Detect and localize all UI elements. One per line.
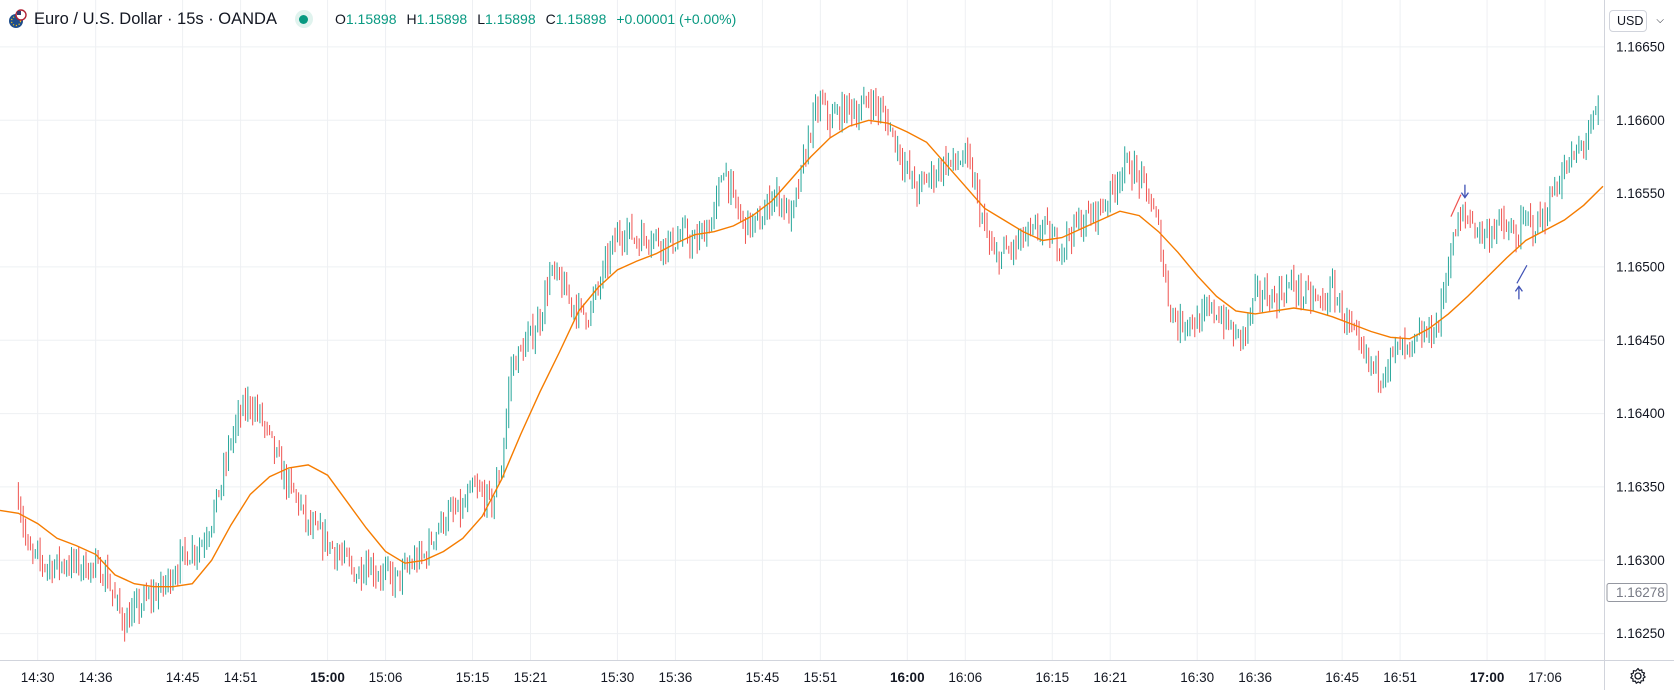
x-tick-label: 16:15 <box>1035 670 1069 685</box>
buy-arrow-head <box>1514 285 1523 292</box>
close-label: C <box>545 11 556 27</box>
x-tick-label: 14:36 <box>79 670 113 685</box>
high-label: H <box>406 11 417 27</box>
high-value: 1.15898 <box>416 11 468 27</box>
x-tick-label: 14:45 <box>166 670 200 685</box>
x-tick-label: 16:06 <box>948 670 982 685</box>
x-tick-label: 14:51 <box>224 670 258 685</box>
x-tick-label: 14:30 <box>21 670 55 685</box>
x-tick-label: 16:30 <box>1180 670 1214 685</box>
sell-marker-line <box>1450 194 1462 217</box>
ohlc-values: O1.15898 H1.15898 L1.15898 C1.15898 +0.0… <box>335 11 736 27</box>
candles <box>17 86 1599 642</box>
buy-marker-line <box>1516 265 1528 284</box>
x-tick-label: 15:36 <box>659 670 693 685</box>
sell-arrow-icon <box>1450 184 1469 217</box>
low-label: L <box>477 11 486 27</box>
gear-icon[interactable] <box>1628 666 1648 686</box>
x-tick-label: 16:00 <box>890 670 925 685</box>
grid-lines <box>0 0 1604 660</box>
close-value: 1.15898 <box>555 11 607 27</box>
x-tick-label: 15:21 <box>514 670 548 685</box>
y-tick-label: 1.16500 <box>1616 259 1665 274</box>
currency-button[interactable]: USD ⌵ <box>1609 10 1664 32</box>
y-tick-label: 1.16250 <box>1616 626 1665 641</box>
open-label: O <box>334 11 346 27</box>
y-tick-label: 1.16350 <box>1616 479 1665 494</box>
x-tick-label: 15:00 <box>310 670 345 685</box>
eur-usd-flags-icon <box>8 9 28 29</box>
y-tick-label: 1.16400 <box>1616 406 1665 421</box>
symbol-title[interactable]: Euro / U.S. Dollar · 15s · OANDA <box>34 9 277 28</box>
x-tick-label: 15:51 <box>803 670 837 685</box>
chevron-down-icon[interactable]: ⌵ <box>1656 15 1664 26</box>
x-tick-label: 16:45 <box>1325 670 1359 685</box>
y-tick-label: 1.16300 <box>1616 553 1665 568</box>
buy-arrow-icon <box>1514 265 1528 300</box>
x-tick-label: 16:51 <box>1383 670 1417 685</box>
x-tick-label: 15:06 <box>369 670 403 685</box>
current-price-label: 1.16278 <box>1616 585 1665 600</box>
market-open-dot-icon <box>294 10 313 28</box>
price-change: +0.00001 (+0.00%) <box>616 11 737 27</box>
trade-markers <box>1450 184 1528 300</box>
moving-average-line <box>0 119 1604 588</box>
low-value: 1.15898 <box>485 11 536 27</box>
current-price-box <box>1606 583 1668 603</box>
symbol-legend[interactable]: Euro / U.S. Dollar · 15s · OANDA O1.1589… <box>8 8 736 30</box>
y-tick-label: 1.16450 <box>1616 333 1665 348</box>
x-tick-label: 15:45 <box>745 670 779 685</box>
moving-average <box>0 119 1604 588</box>
y-tick-label: 1.16600 <box>1616 113 1665 128</box>
sell-arrow-head <box>1460 192 1469 199</box>
x-tick-label: 15:15 <box>456 670 490 685</box>
x-tick-label: 17:00 <box>1470 670 1505 685</box>
y-tick-label: 1.16550 <box>1616 186 1665 201</box>
open-value: 1.15898 <box>345 11 397 27</box>
x-tick-label: 16:21 <box>1093 670 1127 685</box>
x-tick-label: 15:30 <box>601 670 635 685</box>
x-tick-label: 16:36 <box>1238 670 1272 685</box>
currency-label: USD <box>1617 14 1644 28</box>
y-tick-label: 1.16650 <box>1616 39 1665 54</box>
x-tick-label: 17:06 <box>1528 670 1562 685</box>
